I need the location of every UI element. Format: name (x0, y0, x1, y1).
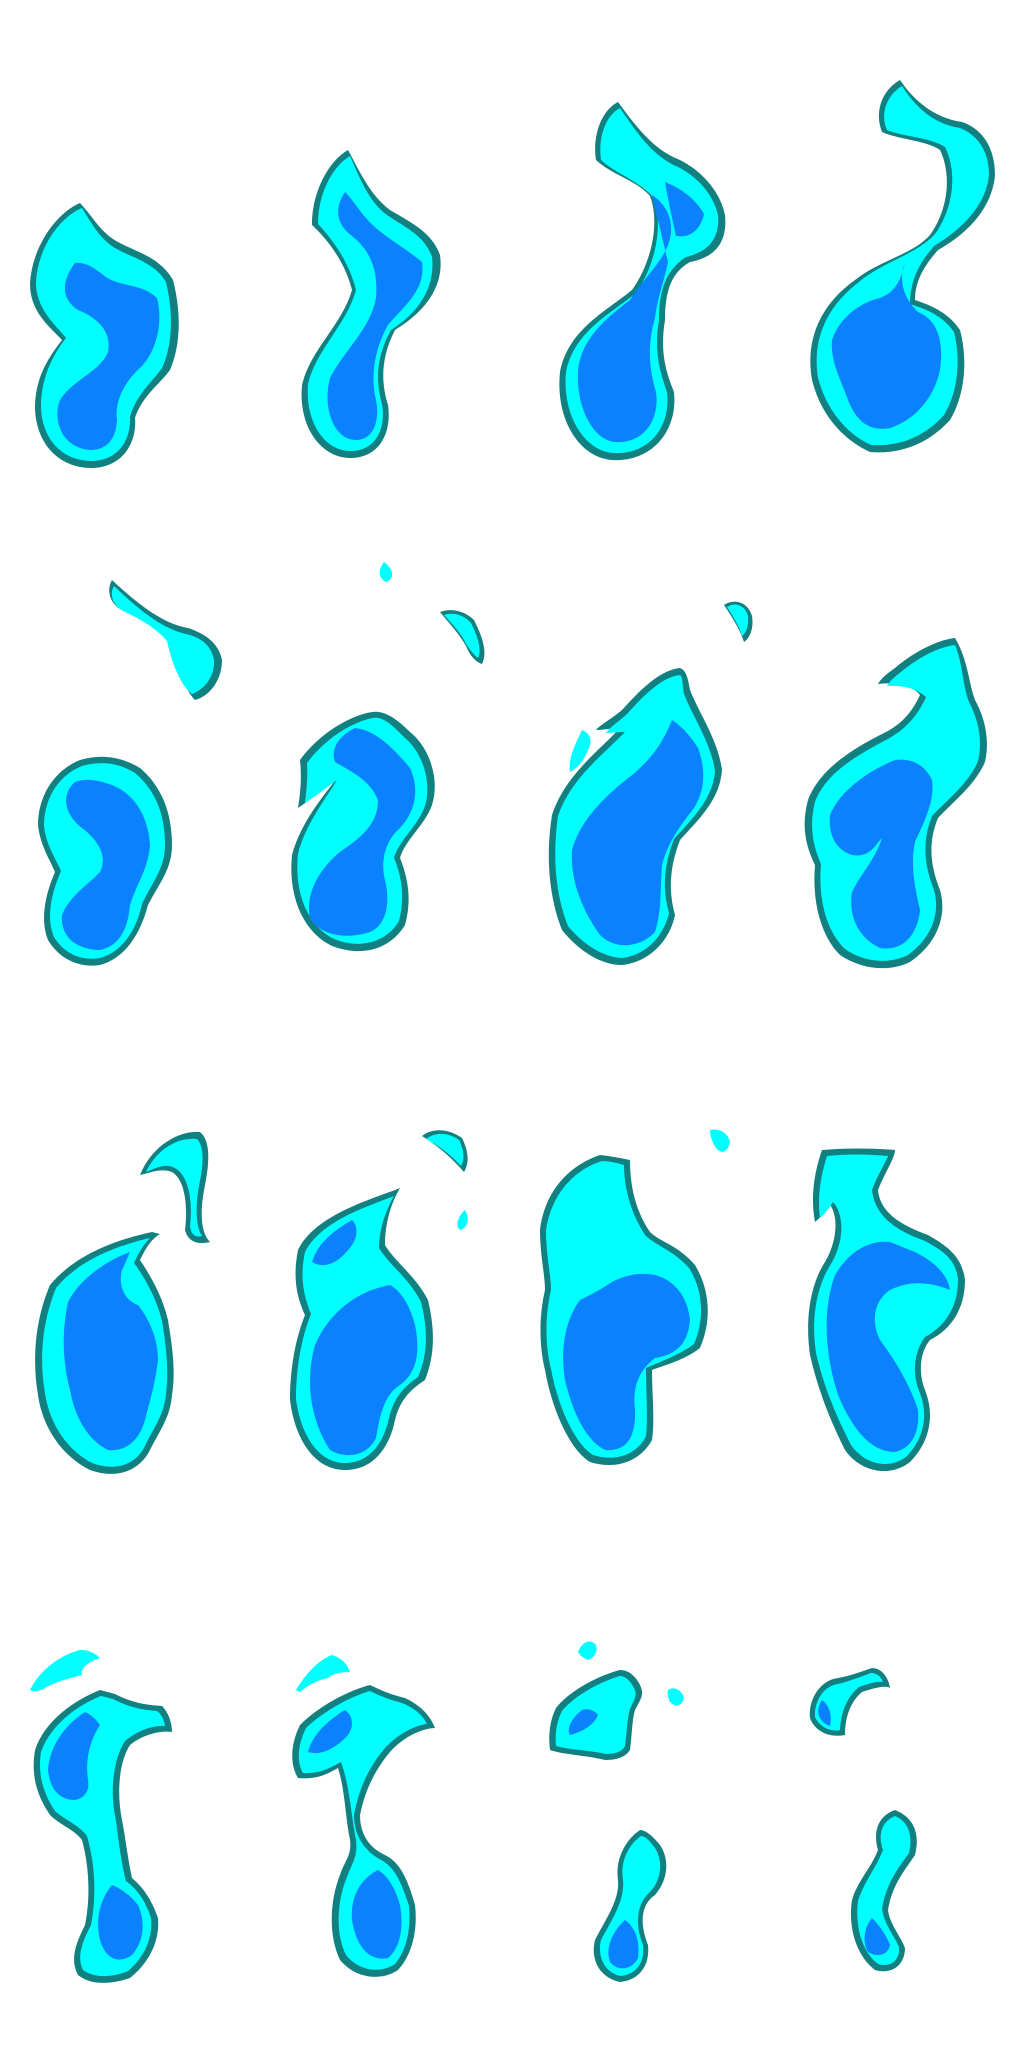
flame-core (98, 1885, 143, 1960)
flame-spark (710, 1129, 730, 1152)
flame-core (310, 1285, 418, 1456)
flame-core (864, 1918, 890, 1956)
flame-spark (111, 586, 215, 694)
flame-spark (727, 604, 749, 636)
flame-frame-6 (291, 562, 485, 952)
flame-core (563, 1273, 690, 1451)
flame-frame-16 (809, 1668, 917, 1972)
flame-spark (379, 562, 393, 582)
flame-spark (426, 1133, 464, 1166)
flame-frame-2 (301, 150, 441, 458)
flame-frame-3 (559, 102, 726, 461)
flame-spark (444, 613, 480, 658)
flame-spark (296, 1655, 350, 1692)
flame-core (63, 1252, 158, 1451)
flame-core (48, 1712, 100, 1800)
flame-spark (457, 1210, 468, 1230)
flame-core (57, 262, 160, 450)
flame-frame-5 (38, 580, 222, 966)
flame-core (665, 182, 704, 237)
flame-frame-11 (540, 1129, 730, 1466)
flame-core (829, 759, 933, 949)
flame-core (312, 1220, 357, 1266)
flame-core (308, 728, 416, 936)
flame-core (61, 779, 150, 950)
flame-core (308, 1710, 352, 1754)
flame-core (571, 720, 704, 946)
flame-spark (30, 1650, 100, 1692)
flame-frame-10 (290, 1130, 468, 1470)
flame-core (568, 1709, 598, 1735)
flame-frame-14 (292, 1655, 435, 1977)
flame-core (327, 192, 423, 440)
flame-core (577, 195, 672, 443)
flame-core (826, 1241, 950, 1452)
flame-core (351, 1870, 402, 1959)
flame-core (818, 1700, 831, 1726)
flame-frame-9 (35, 1131, 210, 1474)
flame-frame-7 (548, 601, 753, 965)
flame-spark (667, 1688, 684, 1706)
flame-frame-1 (30, 203, 179, 468)
flame-core (831, 262, 942, 429)
flame-frame-12 (808, 1148, 965, 1472)
flame-core (608, 1920, 639, 1969)
flame-spark (569, 730, 591, 772)
flame-spark (578, 1641, 597, 1660)
flame-spark (146, 1138, 203, 1237)
flame-frame-13 (30, 1650, 172, 1983)
flame-frame-8 (804, 638, 987, 969)
flame-frame-4 (810, 80, 995, 453)
flame-frame-15 (549, 1641, 684, 1982)
flame-spark (814, 1673, 883, 1731)
